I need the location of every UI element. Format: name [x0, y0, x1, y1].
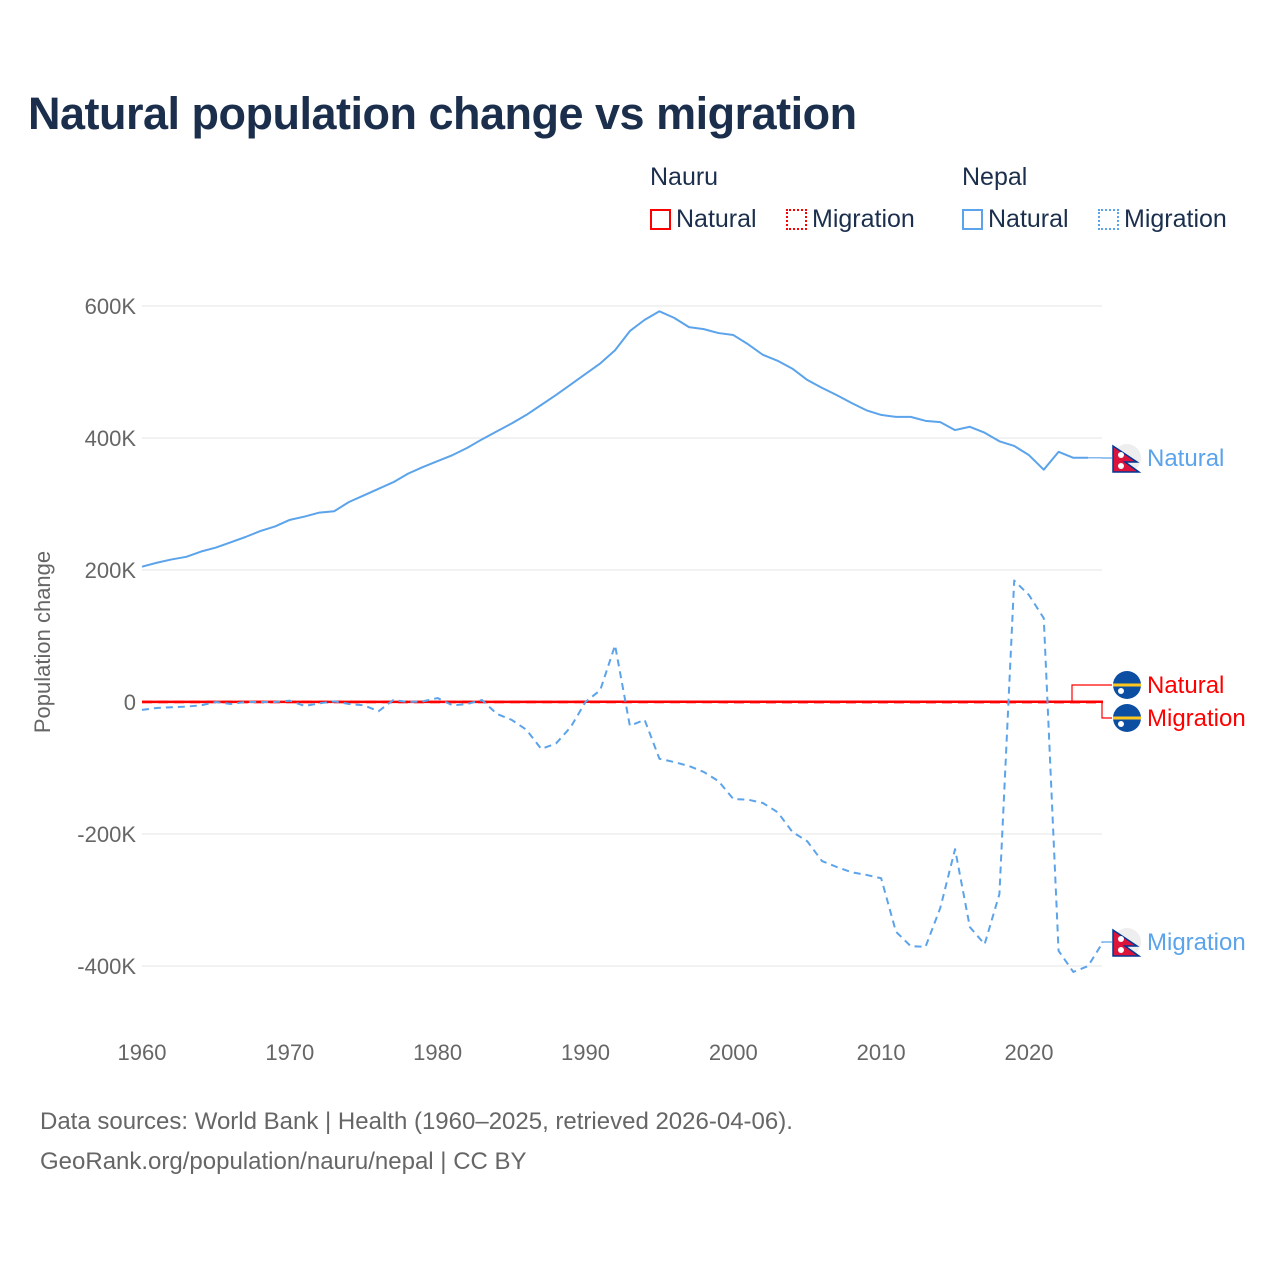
flag-stripe: [1113, 683, 1141, 687]
series-end-label: Migration: [1147, 705, 1246, 732]
y-tick-label: -200K: [77, 822, 136, 847]
series-end-label: Migration: [1147, 929, 1246, 956]
chart-title: Natural population change vs migration: [28, 88, 857, 139]
source-text: Data sources: World Bank | Health (1960–…: [40, 1108, 793, 1135]
flag-sun: [1118, 947, 1124, 953]
legend-label: Natural: [988, 205, 1069, 233]
legend-swatch-solid: [962, 209, 983, 230]
label-connector: [1071, 684, 1112, 703]
y-tick-label: 600K: [85, 294, 137, 319]
legend-nauru-natural[interactable]: Natural: [650, 205, 757, 234]
legend-swatch-solid: [650, 209, 671, 230]
legend-label: Migration: [812, 205, 915, 233]
series-end-label: Natural: [1147, 672, 1224, 699]
legend-nepal-migration[interactable]: Migration: [1098, 205, 1227, 234]
nepal-flag-icon: [1112, 444, 1142, 473]
x-tick-label: 2010: [857, 1040, 906, 1065]
legend-swatch-dotted: [786, 209, 807, 230]
legend-group-nepal: Nepal: [962, 163, 1028, 191]
x-tick-label: 2000: [709, 1040, 758, 1065]
flag-star: [1118, 688, 1124, 694]
y-tick-label: 200K: [85, 558, 137, 583]
flag-moon: [1118, 452, 1124, 458]
y-tick-label: 400K: [85, 426, 137, 451]
legend-nepal-natural[interactable]: Natural: [962, 205, 1069, 234]
y-tick-label: 0: [124, 690, 136, 715]
legend-group-nauru: Nauru: [650, 163, 719, 191]
series-line-nepal-migration: [141, 579, 1104, 973]
nauru-flag-icon: [1113, 671, 1141, 699]
flag-star: [1118, 721, 1124, 727]
x-tick-label: 1980: [413, 1040, 462, 1065]
x-tick-label: 1970: [265, 1040, 314, 1065]
nepal-flag-icon: [1112, 928, 1142, 957]
series-end-label: Natural: [1147, 445, 1224, 472]
nauru-flag-icon: [1113, 704, 1141, 732]
y-axis-label: Population change: [30, 551, 55, 733]
series-line-nepal-natural: [141, 310, 1089, 568]
flag-moon: [1118, 936, 1124, 942]
legend-label: Natural: [676, 205, 757, 233]
label-connector: [1101, 701, 1112, 719]
x-tick-label: 2020: [1005, 1040, 1054, 1065]
flag-sun: [1118, 463, 1124, 469]
x-tick-label: 1990: [561, 1040, 610, 1065]
legend-swatch-dotted: [1098, 209, 1119, 230]
legend-label: Migration: [1124, 205, 1227, 233]
source-link[interactable]: GeoRank.org/population/nauru/nepal | CC …: [40, 1148, 527, 1175]
x-tick-label: 1960: [118, 1040, 167, 1065]
legend-nauru-migration[interactable]: Migration: [786, 205, 915, 234]
y-tick-label: -400K: [77, 954, 136, 979]
flag-stripe: [1113, 716, 1141, 720]
